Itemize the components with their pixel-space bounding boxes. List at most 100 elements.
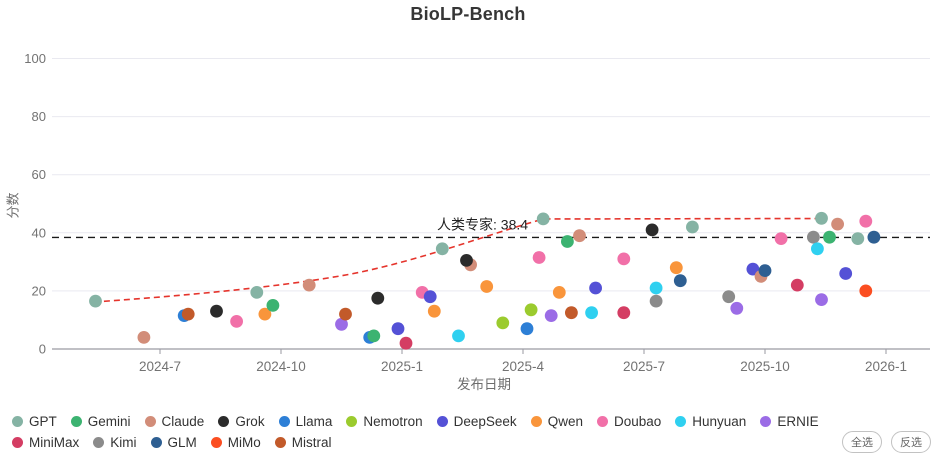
x-axis-label: 发布日期 [457, 377, 511, 392]
legend-item-minimax[interactable]: MiniMax [12, 435, 79, 450]
data-point-kimi[interactable] [722, 290, 736, 304]
data-point-grok[interactable] [645, 223, 659, 237]
data-point-glm[interactable] [673, 274, 687, 288]
data-point-kimi[interactable] [649, 294, 663, 308]
legend-item-hunyuan[interactable]: Hunyuan [675, 414, 746, 429]
data-point-gpt[interactable] [435, 242, 449, 256]
data-point-ernie[interactable] [335, 317, 348, 331]
data-point-hunyuan[interactable] [585, 306, 598, 320]
data-point-claude[interactable] [137, 331, 151, 344]
legend-label: Gemini [87, 414, 131, 429]
legend-swatch-icon [12, 416, 23, 427]
data-point-gpt[interactable] [250, 286, 264, 299]
data-point-minimax[interactable] [399, 336, 413, 350]
legend-swatch-icon [760, 416, 772, 427]
select-all-button[interactable]: 全选 [842, 431, 882, 453]
legend-item-glm[interactable]: GLM [150, 435, 197, 450]
data-point-gemini[interactable] [266, 299, 280, 312]
data-point-deepseek[interactable] [589, 281, 602, 295]
legend-item-mimo[interactable]: MiMo [210, 435, 261, 450]
data-point-doubao[interactable] [532, 251, 546, 264]
data-point-doubao[interactable] [774, 232, 788, 246]
data-point-mistral[interactable] [181, 307, 195, 321]
legend-item-grok[interactable]: Grok [218, 414, 265, 429]
legend-item-gpt[interactable]: GPT [12, 414, 57, 429]
legend-label: GPT [29, 414, 57, 429]
data-point-mistral[interactable] [565, 306, 578, 320]
data-point-deepseek[interactable] [423, 290, 437, 304]
data-point-grok[interactable] [210, 304, 223, 318]
legend-item-mistral[interactable]: Mistral [274, 435, 332, 450]
data-point-gpt[interactable] [89, 294, 102, 308]
legend-label: Llama [295, 414, 333, 429]
legend-item-deepseek[interactable]: DeepSeek [436, 414, 517, 429]
data-point-deepseek[interactable] [839, 267, 853, 280]
data-point-hunyuan[interactable] [811, 242, 824, 256]
data-point-grok[interactable] [460, 254, 473, 267]
data-point-gemini[interactable] [367, 329, 381, 343]
data-point-mimo[interactable] [859, 284, 873, 298]
legend-item-nemotron[interactable]: Nemotron [346, 414, 423, 429]
data-point-gpt[interactable] [536, 212, 550, 226]
data-point-claude[interactable] [573, 229, 586, 243]
legend-swatch-icon [278, 416, 290, 427]
legend-label: GLM [167, 435, 197, 450]
legend-item-qwen[interactable]: Qwen [530, 414, 583, 429]
legend-label: Hunyuan [692, 414, 747, 429]
legend-item-doubao[interactable]: Doubao [596, 414, 661, 429]
data-point-glm[interactable] [867, 230, 881, 244]
data-point-nemotron[interactable] [496, 316, 510, 330]
data-point-doubao[interactable] [230, 315, 244, 328]
legend-label: Nemotron [363, 414, 423, 429]
legend-item-kimi[interactable]: Kimi [93, 435, 137, 450]
y-tick-label: 40 [32, 225, 46, 240]
legend: GPT Gemini Claude Grok Llama Nemotron DeepSeek… [12, 414, 838, 450]
legend-swatch-icon [675, 416, 687, 427]
data-point-doubao[interactable] [859, 214, 873, 228]
data-point-gpt[interactable] [815, 211, 828, 225]
legend-buttons: 全选 反选 [842, 431, 931, 453]
data-point-glm[interactable] [758, 264, 772, 277]
legend-swatch-icon [346, 416, 358, 427]
data-point-qwen[interactable] [669, 261, 683, 275]
legend-swatch-icon [274, 437, 286, 448]
x-tick-label: 2025-4 [502, 359, 545, 374]
data-point-claude[interactable] [831, 217, 844, 231]
data-point-llama[interactable] [520, 322, 534, 336]
legend-swatch-icon [436, 416, 448, 427]
data-point-ernie[interactable] [730, 301, 744, 315]
x-tick-label: 2025-10 [740, 359, 790, 374]
x-tick-label: 2024-10 [256, 359, 306, 374]
data-point-grok[interactable] [371, 291, 385, 305]
data-point-qwen[interactable] [480, 280, 494, 293]
legend-label: ERNIE [777, 414, 819, 429]
data-point-gemini[interactable] [823, 230, 836, 244]
y-tick-label: 80 [32, 109, 46, 124]
legend-item-gemini[interactable]: Gemini [70, 414, 131, 429]
data-point-doubao[interactable] [617, 252, 631, 266]
data-point-qwen[interactable] [258, 307, 272, 321]
data-point-ernie[interactable] [815, 293, 828, 306]
data-point-kimi[interactable] [807, 230, 820, 244]
legend-swatch-icon [150, 437, 162, 448]
x-tick-label: 2026-1 [865, 359, 907, 374]
data-point-qwen[interactable] [427, 304, 441, 318]
data-point-ernie[interactable] [544, 309, 558, 322]
invert-selection-button[interactable]: 反选 [891, 431, 931, 453]
legend-item-claude[interactable]: Claude [144, 414, 204, 429]
data-point-minimax[interactable] [790, 278, 804, 292]
legend-item-llama[interactable]: Llama [278, 414, 333, 429]
data-point-hunyuan[interactable] [452, 329, 465, 343]
data-point-mistral[interactable] [339, 307, 352, 321]
data-point-deepseek[interactable] [391, 322, 405, 336]
data-point-qwen[interactable] [552, 286, 566, 299]
data-point-minimax[interactable] [617, 306, 631, 320]
data-point-nemotron[interactable] [524, 303, 538, 317]
data-point-gpt[interactable] [686, 220, 699, 234]
legend-item-ernie[interactable]: ERNIE [760, 414, 819, 429]
data-point-gpt[interactable] [851, 232, 865, 246]
data-point-gemini[interactable] [561, 235, 574, 248]
data-point-hunyuan[interactable] [649, 281, 663, 295]
data-point-claude[interactable] [302, 278, 316, 292]
